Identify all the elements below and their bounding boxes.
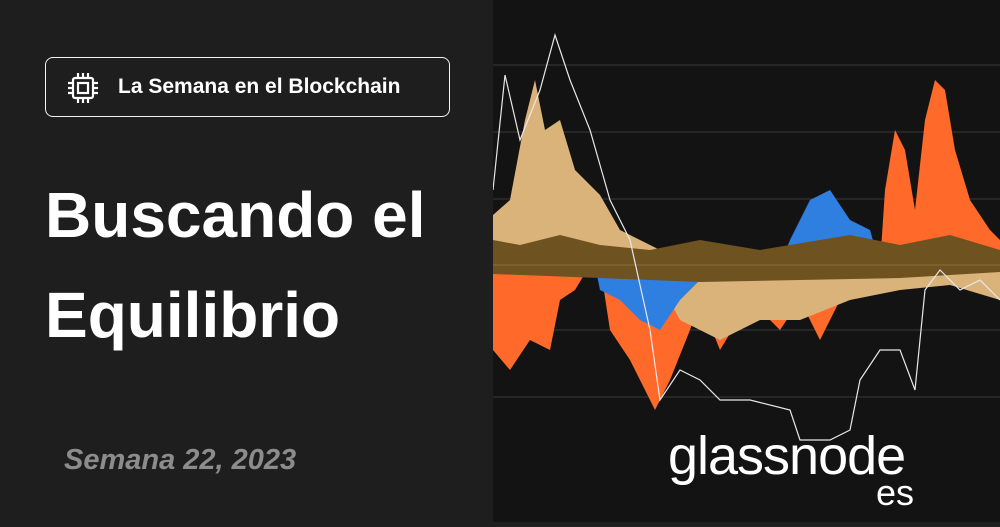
decorative-chart — [492, 32, 1000, 441]
logo-suffix: es — [876, 472, 915, 513]
date: Semana 22, 2023 — [64, 444, 297, 476]
title: Buscando el Equilibrio — [45, 179, 426, 351]
chart-decoration — [492, 0, 1000, 522]
left-panel: La Semana en el Blockchain Buscando el E… — [0, 0, 493, 522]
badge: La Semana en el Blockchain — [45, 57, 450, 117]
badge-label: La Semana en el Blockchain — [118, 75, 401, 98]
chip-icon — [68, 73, 98, 103]
logo: glassnode — [668, 426, 906, 486]
